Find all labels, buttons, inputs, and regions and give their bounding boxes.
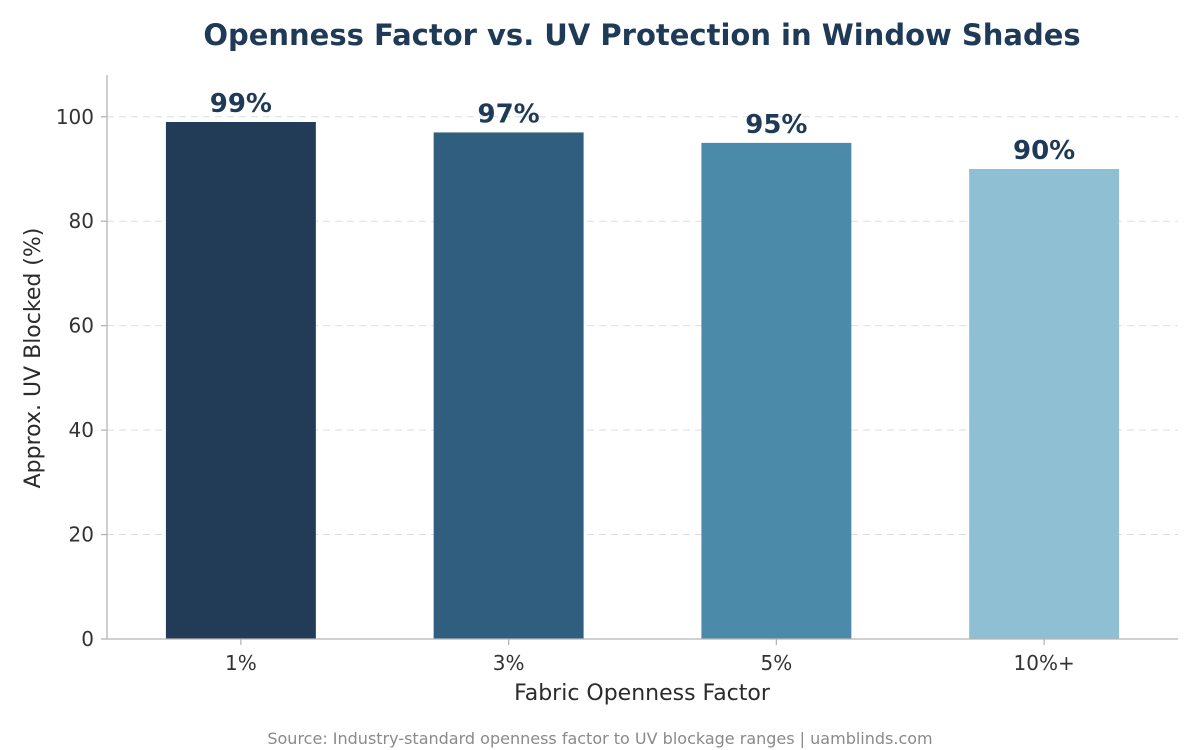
- x-axis-label: Fabric Openness Factor: [514, 681, 771, 706]
- bar-value-label: 97%: [478, 99, 540, 129]
- source-note: Source: Industry-standard openness facto…: [267, 729, 932, 748]
- x-tick-label: 3%: [493, 651, 525, 675]
- labels: 0 20 40 60 80 100 99% 1% 97% 3% 95% 5% 90% 10%+: [56, 89, 1075, 675]
- x-tick-label: 10%+: [1014, 651, 1075, 675]
- bar: [165, 122, 316, 639]
- chart-title: Openness Factor vs. UV Protection in Win…: [203, 18, 1080, 52]
- bars: [165, 122, 1120, 639]
- y-tick-label: 20: [69, 523, 94, 547]
- y-axis-label: Approx. UV Blocked (%): [21, 228, 46, 489]
- bar: [701, 142, 852, 639]
- y-tick-label: 80: [69, 209, 94, 233]
- axes: [101, 75, 1178, 645]
- y-tick-label: 40: [69, 418, 94, 442]
- y-tick-label: 60: [69, 314, 94, 338]
- y-tick-label: 100: [56, 105, 94, 129]
- bar-value-label: 99%: [210, 89, 272, 119]
- x-tick-label: 5%: [761, 651, 793, 675]
- y-tick-label: 0: [81, 627, 94, 651]
- bar-value-label: 95%: [745, 110, 807, 140]
- bar: [433, 132, 584, 639]
- x-tick-label: 1%: [225, 651, 257, 675]
- bar-value-label: 90%: [1013, 136, 1075, 166]
- bar: [969, 169, 1120, 639]
